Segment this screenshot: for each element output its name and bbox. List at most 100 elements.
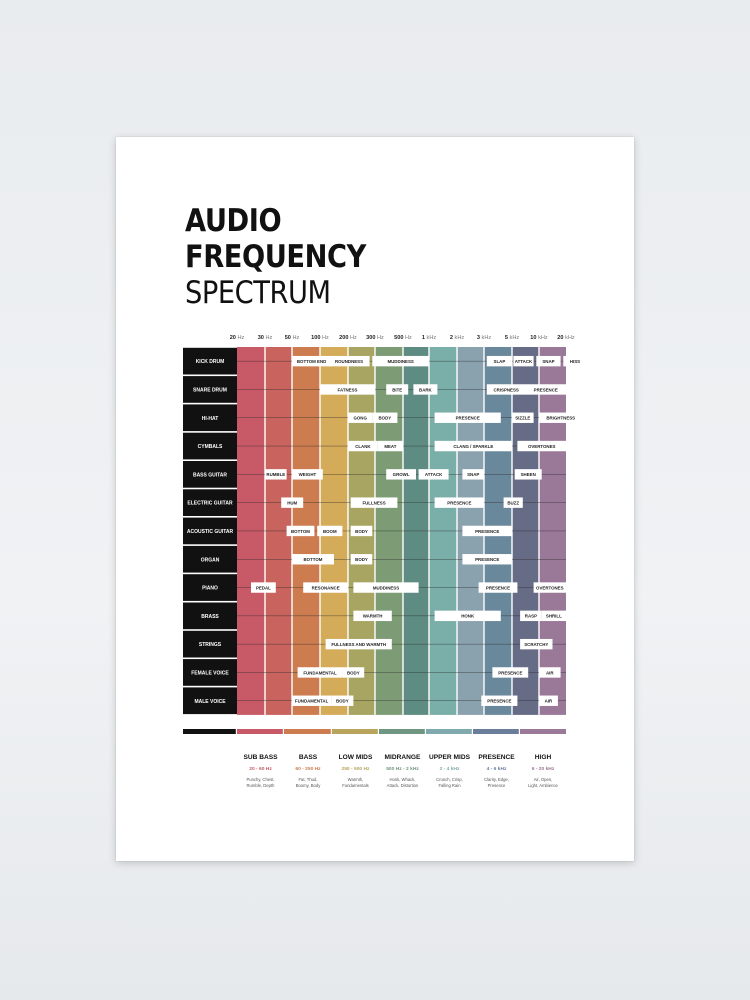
characteristic-label: MEAT	[384, 444, 396, 449]
characteristic-label: SCRATCHY	[524, 642, 548, 647]
characteristic-label: RESONANCE	[312, 585, 340, 590]
characteristic-tag	[541, 610, 566, 622]
band-description-line-1: Warmth,	[348, 777, 364, 782]
legend-bar-segment	[473, 729, 519, 734]
characteristic-tag	[328, 355, 370, 367]
characteristic-tag	[331, 695, 354, 706]
characteristic-tag	[563, 355, 587, 367]
characteristic-tag	[350, 554, 373, 565]
band-range: 6 - 20 kHz	[532, 766, 555, 772]
characteristic-label: SIZZLE	[515, 416, 530, 421]
frequency-tick-label: 1 kHz	[422, 335, 437, 341]
frequency-tick-label: 50 Hz	[285, 335, 300, 341]
characteristic-tag	[486, 384, 526, 395]
characteristic-label: BITE	[392, 387, 402, 392]
characteristic-label: AIR	[545, 699, 553, 704]
characteristic-label: PRESENCE	[487, 699, 511, 704]
instrument-label-box	[183, 574, 237, 601]
frequency-tick-label: 100 Hz	[311, 335, 329, 341]
characteristic-tag	[492, 667, 529, 678]
characteristic-label: AIR	[546, 670, 554, 675]
characteristic-label: BOTTOM	[291, 529, 310, 534]
characteristic-label: ATTACK	[425, 472, 443, 477]
legend-bar-segment	[237, 729, 283, 734]
band-name: UPPER MIDS	[429, 754, 471, 761]
band-description-line-1: Honk, Whack,	[389, 777, 415, 782]
characteristic-label: PRESENCE	[456, 416, 480, 421]
characteristic-label: HUM	[287, 500, 297, 505]
instrument-name: CYMBALS	[198, 444, 223, 450]
instrument-name: KICK DRUM	[196, 359, 225, 365]
characteristic-tag	[539, 667, 561, 678]
characteristic-tag	[517, 440, 566, 452]
band-description-line-1: Punchy, Chest,	[246, 777, 274, 782]
instrument-label-box	[183, 630, 237, 658]
characteristic-label: SHRILL	[546, 614, 562, 619]
instrument-name: PIANO	[202, 586, 218, 592]
characteristic-tag	[281, 497, 304, 508]
characteristic-tag	[303, 582, 348, 593]
characteristic-label: ROUNDNESS	[335, 359, 363, 364]
characteristic-tag	[325, 638, 392, 650]
characteristic-tag	[377, 440, 403, 452]
title-line-2: FREQUENCY	[185, 239, 366, 275]
frequency-tick-label: 2 kHz	[450, 335, 465, 341]
instrument-name: SNARE DRUM	[193, 387, 227, 393]
characteristic-tag	[353, 610, 392, 622]
characteristic-label: PRESENCE	[498, 670, 522, 675]
band-name: PRESENCE	[478, 754, 515, 761]
instrument-label-box	[183, 404, 237, 432]
instrument-name: STRINGS	[199, 642, 222, 648]
characteristic-tag	[292, 355, 332, 367]
characteristic-tag	[317, 525, 343, 537]
characteristic-label: FUNDAMENTAL	[295, 699, 329, 704]
legend-bar-segment	[520, 729, 566, 734]
band-range: 20 - 60 Hz	[249, 766, 272, 772]
characteristic-tag	[536, 355, 561, 367]
characteristic-label: BRIGHTNESS	[546, 416, 575, 421]
characteristic-label: PRESENCE	[475, 529, 499, 534]
band-description-line-2: Attack, Distortion	[387, 783, 419, 788]
characteristic-label: GONG	[353, 416, 367, 421]
characteristic-label: PEDAL	[256, 585, 271, 590]
characteristic-label: PRESENCE	[534, 387, 558, 392]
characteristic-label: OVERTONES	[528, 444, 556, 449]
characteristic-label: BODY	[336, 699, 349, 704]
characteristic-label: MUDDINESS	[387, 359, 413, 364]
frequency-tick-label: 30 Hz	[258, 335, 273, 341]
characteristic-tag	[297, 667, 343, 678]
characteristic-tag	[372, 412, 398, 423]
characteristic-label: ATTACK	[515, 359, 533, 364]
characteristic-label: BODY	[355, 557, 368, 562]
instrument-label-box	[183, 687, 237, 715]
band-name: BASS	[299, 754, 318, 761]
characteristic-tag	[486, 355, 512, 367]
characteristic-tag	[503, 497, 523, 508]
characteristic-label: BOTTOM END	[297, 359, 326, 364]
legend-bar-segment	[426, 729, 472, 734]
characteristic-label: GROWL	[393, 472, 410, 477]
characteristic-tag	[462, 554, 512, 565]
characteristic-label: HONK	[461, 614, 475, 619]
characteristic-tag	[434, 610, 501, 622]
band-range: 2 - 4 kHz	[440, 766, 460, 772]
instrument-label-box	[183, 545, 237, 573]
characteristic-tag	[348, 412, 373, 423]
characteristic-label: BUZZ	[507, 500, 519, 505]
legend-bar-segment	[284, 729, 331, 734]
frequency-tick-label: 20 kHz	[557, 335, 575, 341]
characteristic-label: PRESENCE	[486, 585, 510, 590]
characteristic-label: FULLNESS	[362, 500, 385, 505]
characteristic-label: RUMBLE	[266, 472, 285, 477]
characteristic-tag	[418, 469, 449, 480]
characteristic-label: CRISPNESS	[493, 387, 518, 392]
characteristic-tag	[533, 582, 566, 593]
characteristic-tag	[514, 469, 542, 480]
legend-bar-segment	[183, 729, 236, 734]
instrument-label-box	[183, 432, 237, 460]
characteristic-label: FUNDAMENTAL	[303, 670, 337, 675]
band-name: SUB BASS	[243, 754, 278, 761]
characteristic-label: BOOM	[323, 529, 337, 534]
characteristic-tag	[348, 440, 378, 452]
instrument-name: HI-HAT	[202, 416, 219, 422]
